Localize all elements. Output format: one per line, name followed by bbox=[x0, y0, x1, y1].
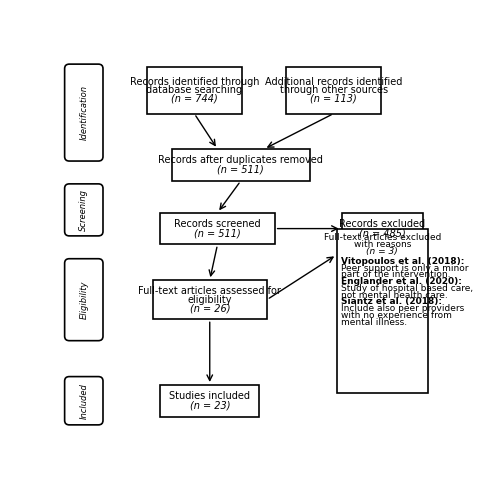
Text: Included: Included bbox=[80, 383, 88, 418]
Text: Records after duplicates removed: Records after duplicates removed bbox=[158, 156, 323, 165]
Text: Eligibility: Eligibility bbox=[80, 280, 88, 319]
FancyBboxPatch shape bbox=[152, 280, 267, 319]
Text: Full-text articles excluded: Full-text articles excluded bbox=[324, 233, 441, 243]
Text: (n = 744): (n = 744) bbox=[171, 94, 218, 104]
Text: (n = 511): (n = 511) bbox=[218, 164, 264, 174]
FancyBboxPatch shape bbox=[342, 213, 423, 244]
Text: Identification: Identification bbox=[80, 85, 88, 140]
Text: Records excluded: Records excluded bbox=[339, 219, 425, 229]
Text: Studies included: Studies included bbox=[169, 391, 250, 401]
Text: with no experience from: with no experience from bbox=[340, 311, 452, 320]
Text: Full-text articles assessed for: Full-text articles assessed for bbox=[138, 286, 281, 296]
Text: Englander et al. (2020):: Englander et al. (2020): bbox=[340, 277, 462, 286]
FancyBboxPatch shape bbox=[64, 64, 103, 161]
FancyBboxPatch shape bbox=[172, 149, 310, 181]
FancyBboxPatch shape bbox=[160, 385, 259, 417]
Text: Records identified through: Records identified through bbox=[130, 76, 259, 87]
Text: (n = 3): (n = 3) bbox=[366, 247, 398, 256]
FancyBboxPatch shape bbox=[336, 228, 428, 393]
FancyBboxPatch shape bbox=[160, 213, 274, 244]
Text: Screening: Screening bbox=[80, 189, 88, 231]
Text: Records screened: Records screened bbox=[174, 219, 261, 229]
FancyBboxPatch shape bbox=[64, 259, 103, 341]
Text: with reasons: with reasons bbox=[354, 240, 411, 249]
Text: (n = 485): (n = 485) bbox=[359, 228, 406, 238]
FancyBboxPatch shape bbox=[64, 377, 103, 425]
Text: Vitopoulos et al. (2018):: Vitopoulos et al. (2018): bbox=[340, 257, 464, 266]
Text: (n = 26): (n = 26) bbox=[190, 303, 230, 313]
Text: eligibility: eligibility bbox=[188, 295, 232, 305]
Text: database searching: database searching bbox=[146, 85, 242, 95]
Text: Siantz et al. (2018):: Siantz et al. (2018): bbox=[340, 297, 442, 307]
Text: Peer support is only a minor: Peer support is only a minor bbox=[340, 264, 468, 273]
FancyBboxPatch shape bbox=[147, 67, 242, 114]
Text: (n = 23): (n = 23) bbox=[190, 400, 230, 410]
Text: Include also peer providers: Include also peer providers bbox=[340, 304, 464, 313]
FancyBboxPatch shape bbox=[64, 184, 103, 236]
Text: through other sources: through other sources bbox=[280, 85, 388, 95]
Text: mental illness.: mental illness. bbox=[340, 318, 406, 327]
Text: (n = 113): (n = 113) bbox=[310, 94, 357, 104]
Text: Additional records identified: Additional records identified bbox=[265, 76, 402, 87]
Text: not mental health care.: not mental health care. bbox=[340, 291, 448, 300]
Text: Study of hospital based care,: Study of hospital based care, bbox=[340, 284, 472, 293]
Text: part of the intervention.: part of the intervention. bbox=[340, 271, 450, 279]
FancyBboxPatch shape bbox=[286, 67, 381, 114]
Text: (n = 511): (n = 511) bbox=[194, 228, 241, 238]
